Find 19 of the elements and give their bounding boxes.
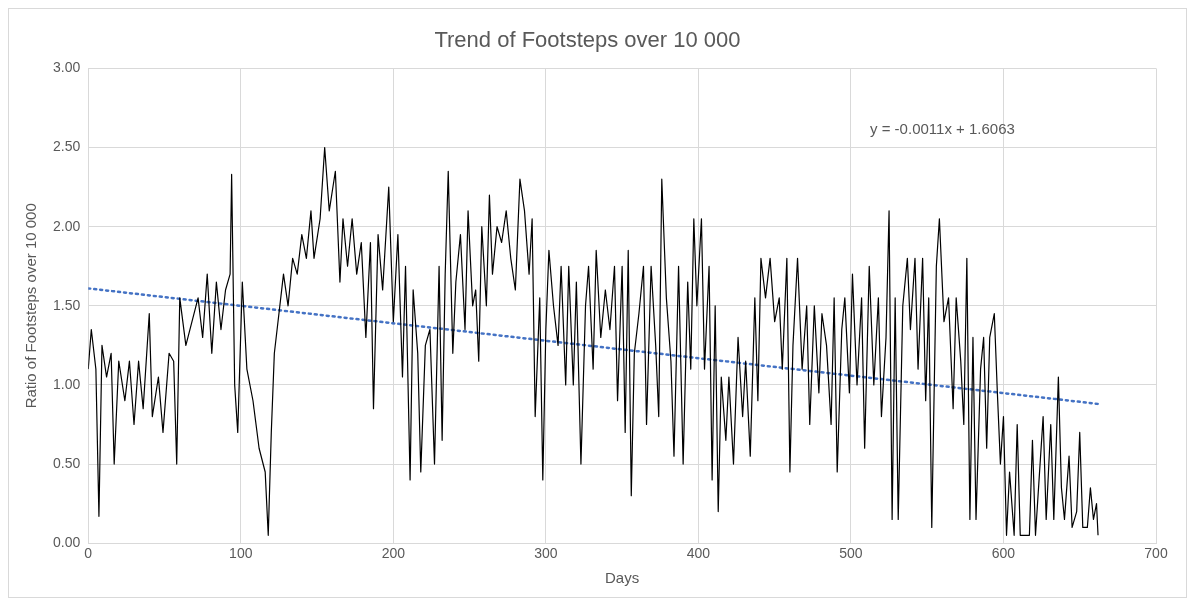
x-tick-label: 200 (381, 545, 406, 562)
x-tick-label: 300 (534, 545, 558, 562)
x-tick-label: 0 (84, 545, 93, 562)
y-tick-label: 3.00 (53, 59, 81, 76)
x-axis-title: Days (605, 569, 640, 587)
chart-title: Trend of Footsteps over 10 000 (434, 27, 741, 53)
y-tick-label: 0.50 (53, 454, 81, 471)
x-tick-label: 400 (686, 545, 711, 562)
x-tick-label: 600 (991, 545, 1016, 562)
y-axis-title: Ratio of Footsteps over 10 000 (22, 203, 40, 409)
y-tick-label: 2.00 (53, 217, 81, 234)
x-tick-label: 700 (1144, 545, 1168, 562)
y-tick-label: 1.50 (53, 296, 81, 313)
y-tick-label: 1.00 (53, 375, 81, 392)
x-tick-label: 500 (839, 545, 863, 562)
y-tick-label: 0.00 (53, 534, 81, 551)
annotation: y = -0.0011x + 1.6063 (870, 120, 1015, 138)
x-tick-label: 100 (229, 545, 253, 562)
y-tick-label: 2.50 (53, 138, 81, 155)
